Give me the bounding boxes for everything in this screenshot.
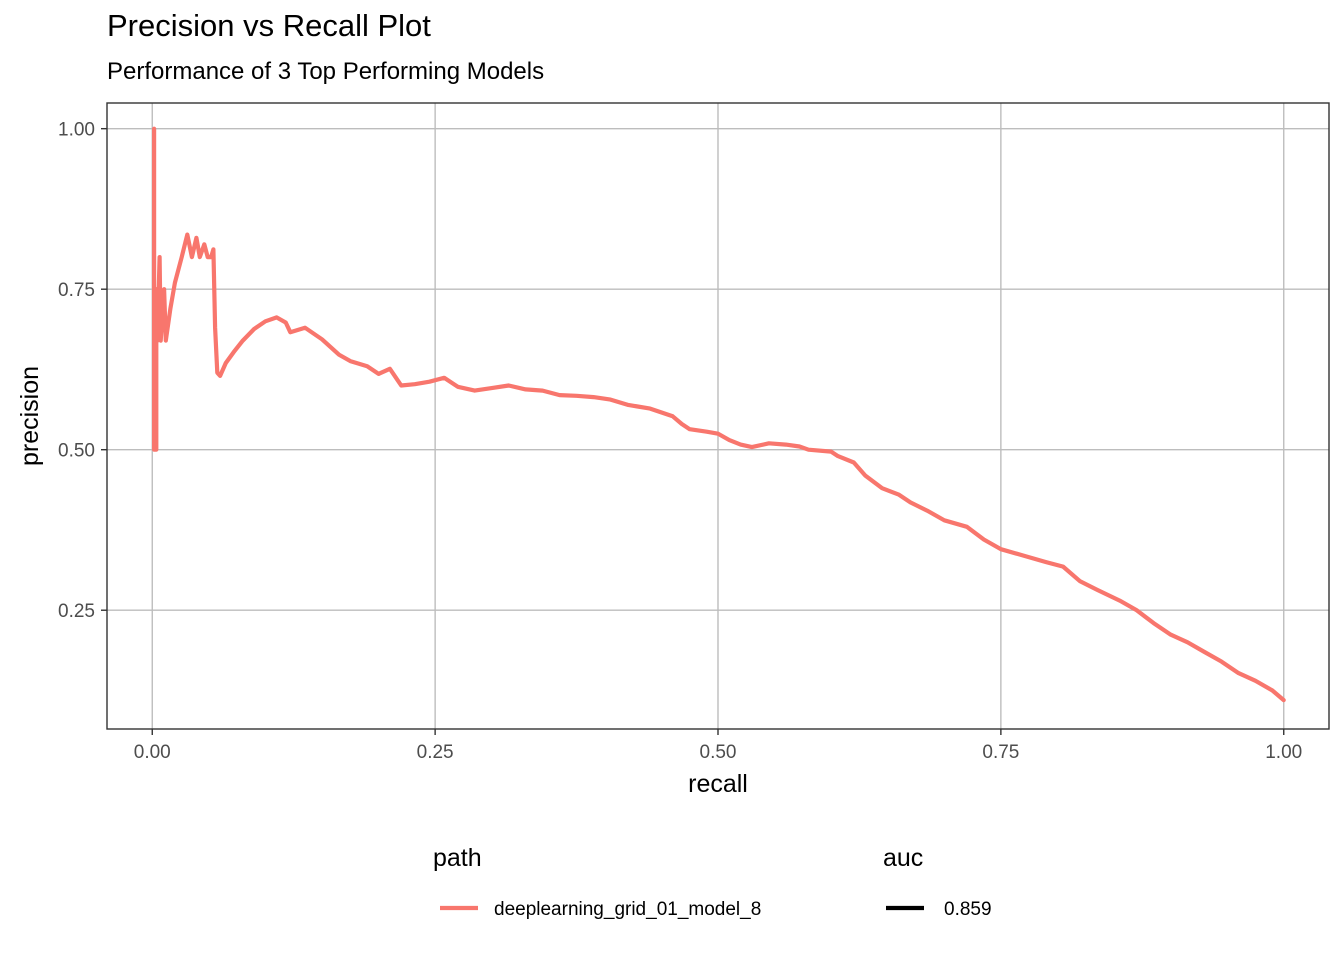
legend-label: 0.859 (944, 899, 992, 920)
x-tick-label: 0.75 (982, 742, 1019, 763)
x-tick-label: 0.50 (700, 742, 737, 763)
chart-title: Precision vs Recall Plot (107, 8, 431, 43)
x-tick-label: 0.25 (417, 742, 454, 763)
y-axis-title: precision (16, 366, 44, 466)
y-tick-label: 0.50 (58, 441, 95, 462)
legend-title: auc (883, 844, 923, 872)
y-tick-label: 1.00 (58, 120, 95, 141)
series-line (152, 126, 1286, 703)
grid-lines (107, 103, 1329, 729)
legend-auc: auc 0.859 (883, 844, 992, 920)
axis-ticks: 0.00 0.25 0.50 0.75 1.00 0.25 0.50 0.75 1.00 (58, 120, 1302, 763)
y-tick-label: 0.25 (58, 601, 95, 622)
x-tick-label: 1.00 (1265, 742, 1302, 763)
y-tick-label: 0.75 (58, 280, 95, 301)
legend: path deeplearning_grid_01_model_8 auc 0.859 (433, 844, 992, 920)
chart-subtitle: Performance of 3 Top Performing Models (107, 58, 545, 85)
legend-title: path (433, 844, 482, 872)
x-tick-label: 0.00 (134, 742, 171, 763)
series-layer (152, 126, 1286, 703)
legend-label: deeplearning_grid_01_model_8 (494, 899, 761, 920)
legend-path: path deeplearning_grid_01_model_8 (433, 844, 761, 920)
x-axis-title: recall (688, 770, 748, 798)
